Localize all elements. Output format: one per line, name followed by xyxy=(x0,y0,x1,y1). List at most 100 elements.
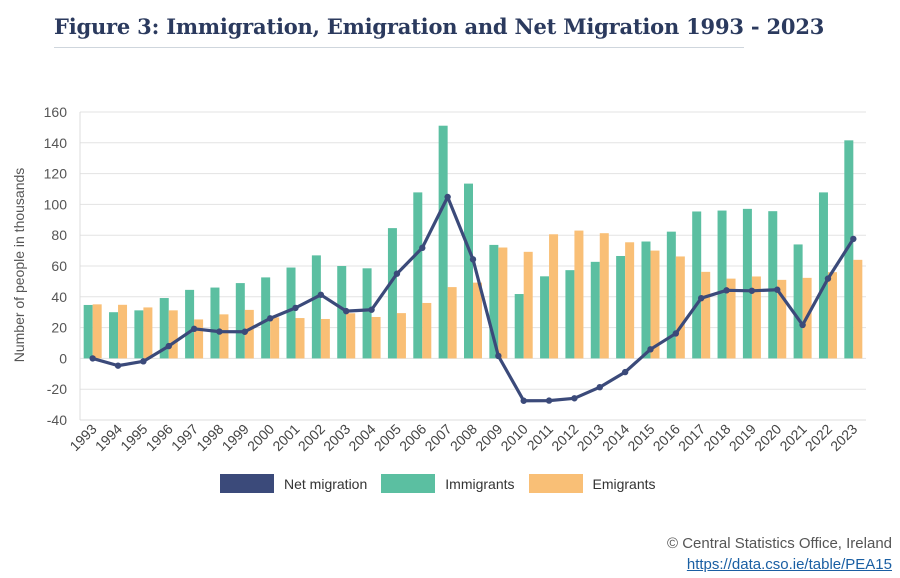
bar-emigrants-2022[interactable] xyxy=(827,272,837,359)
net-migration-point-1996[interactable] xyxy=(165,342,172,350)
bar-emigrants-2001[interactable] xyxy=(295,318,305,359)
bar-immigrants-2019[interactable] xyxy=(742,208,752,359)
net-migration-point-2000[interactable] xyxy=(266,315,274,322)
bar-immigrants-2022[interactable] xyxy=(818,192,828,359)
bar-immigrants-2017[interactable] xyxy=(692,211,702,359)
bar-emigrants-1996[interactable] xyxy=(168,310,178,359)
net-migration-point-2006[interactable] xyxy=(419,244,426,252)
legend-item-immigrants[interactable]: Immigrants xyxy=(381,474,515,493)
net-migration-point-2008[interactable] xyxy=(469,256,477,263)
bar-emigrants-1993[interactable] xyxy=(92,304,102,359)
bar-immigrants-2014[interactable] xyxy=(616,255,626,359)
bar-emigrants-2019[interactable] xyxy=(751,276,761,359)
bar-emigrants-1999[interactable] xyxy=(244,309,254,359)
net-migration-point-1997[interactable] xyxy=(190,325,198,333)
bar-immigrants-2000[interactable] xyxy=(261,277,271,359)
bar-immigrants-2003[interactable] xyxy=(337,266,347,359)
net-migration-point-2005[interactable] xyxy=(393,270,401,277)
net-migration-point-2022[interactable] xyxy=(824,275,832,282)
net-migration-point-2021[interactable] xyxy=(799,321,806,329)
bar-immigrants-2005[interactable] xyxy=(387,228,397,359)
bar-immigrants-2020[interactable] xyxy=(768,211,778,359)
net-migration-point-1998[interactable] xyxy=(216,328,223,335)
bar-emigrants-1994[interactable] xyxy=(118,304,128,359)
net-migration-point-2010[interactable] xyxy=(520,397,527,404)
bar-emigrants-2008[interactable] xyxy=(473,282,482,359)
bar-immigrants-2016[interactable] xyxy=(666,231,676,359)
legend-item-net-migration[interactable]: Net migration xyxy=(220,474,367,493)
bar-immigrants-2006[interactable] xyxy=(413,192,423,359)
net-migration-point-2019[interactable] xyxy=(748,287,756,294)
net-migration-point-1999[interactable] xyxy=(241,328,249,335)
net-migration-point-2004[interactable] xyxy=(368,306,375,313)
y-tick-label: 100 xyxy=(44,196,68,212)
net-migration-point-2012[interactable] xyxy=(571,395,578,402)
bar-emigrants-2018[interactable] xyxy=(726,278,736,359)
bar-emigrants-2003[interactable] xyxy=(346,313,356,359)
bar-immigrants-1993[interactable] xyxy=(83,304,93,359)
net-migration-point-2013[interactable] xyxy=(596,383,603,391)
bar-emigrants-2004[interactable] xyxy=(371,316,381,359)
net-migration-point-1994[interactable] xyxy=(114,362,122,369)
bar-emigrants-2000[interactable] xyxy=(270,317,280,359)
net-migration-point-1993[interactable] xyxy=(89,355,96,362)
bar-emigrants-2006[interactable] xyxy=(422,302,432,359)
bar-immigrants-1994[interactable] xyxy=(109,312,119,359)
bar-immigrants-2015[interactable] xyxy=(641,241,651,359)
bar-immigrants-2018[interactable] xyxy=(717,210,727,359)
net-migration-point-2011[interactable] xyxy=(545,397,553,404)
bar-immigrants-1995[interactable] xyxy=(134,310,144,359)
bar-immigrants-1997[interactable] xyxy=(185,289,195,359)
bar-emigrants-2007[interactable] xyxy=(447,287,457,359)
bar-emigrants-2011[interactable] xyxy=(549,234,559,359)
net-migration-point-1995[interactable] xyxy=(140,358,147,365)
net-migration-point-2009[interactable] xyxy=(495,352,502,360)
x-tick-labels: 1993199419951996199719981999200020012002… xyxy=(66,421,860,454)
legend-item-emigrants[interactable]: Emigrants xyxy=(528,474,656,493)
net-migration-point-2020[interactable] xyxy=(774,286,781,293)
bar-immigrants-2021[interactable] xyxy=(793,244,803,359)
bar-emigrants-2015[interactable] xyxy=(650,250,660,359)
bar-immigrants-2001[interactable] xyxy=(286,267,296,359)
bar-emigrants-2013[interactable] xyxy=(599,233,609,359)
bar-immigrants-2004[interactable] xyxy=(362,268,372,359)
bar-immigrants-2010[interactable] xyxy=(514,294,524,359)
bar-immigrants-2023[interactable] xyxy=(844,140,854,359)
bar-immigrants-1999[interactable] xyxy=(235,283,245,359)
bar-immigrants-1998[interactable] xyxy=(210,287,220,359)
bar-emigrants-2010[interactable] xyxy=(523,251,533,359)
bar-emigrants-2009[interactable] xyxy=(498,247,508,359)
bar-emigrants-2005[interactable] xyxy=(396,313,406,359)
bar-immigrants-2009[interactable] xyxy=(489,244,499,359)
bar-emigrants-1998[interactable] xyxy=(219,314,229,359)
bar-emigrants-2017[interactable] xyxy=(701,271,711,359)
bar-immigrants-2002[interactable] xyxy=(311,255,321,359)
bar-immigrants-2007[interactable] xyxy=(438,125,448,359)
bar-immigrants-2013[interactable] xyxy=(590,261,600,359)
net-migration-point-2023[interactable] xyxy=(850,235,857,243)
x-tick-label: 2000 xyxy=(244,421,277,454)
bar-immigrants-2011[interactable] xyxy=(540,276,550,359)
net-migration-point-2016[interactable] xyxy=(672,330,680,337)
net-migration-point-2002[interactable] xyxy=(317,291,325,298)
bar-emigrants-2012[interactable] xyxy=(574,230,584,359)
net-migration-point-2018[interactable] xyxy=(723,287,730,294)
source-link[interactable]: https://data.cso.ie/table/PEA15 xyxy=(686,556,892,573)
net-migration-point-2001[interactable] xyxy=(292,304,299,312)
net-migration-point-2003[interactable] xyxy=(343,307,350,315)
bar-emigrants-2020[interactable] xyxy=(777,279,787,359)
bar-emigrants-2016[interactable] xyxy=(675,256,685,359)
bar-immigrants-1996[interactable] xyxy=(159,298,169,359)
net-migration-point-2007[interactable] xyxy=(444,193,451,201)
x-tick-label: 2002 xyxy=(295,421,328,454)
bar-emigrants-2002[interactable] xyxy=(320,318,330,359)
net-migration-point-2014[interactable] xyxy=(621,368,629,376)
bar-emigrants-1997[interactable] xyxy=(194,319,204,359)
bar-emigrants-2014[interactable] xyxy=(625,242,635,359)
bar-emigrants-2023[interactable] xyxy=(853,259,863,359)
bar-immigrants-2012[interactable] xyxy=(565,270,575,359)
net-migration-point-2015[interactable] xyxy=(647,346,654,353)
bar-emigrants-1995[interactable] xyxy=(143,307,153,359)
net-migration-point-2017[interactable] xyxy=(697,294,705,302)
bar-immigrants-2008[interactable] xyxy=(464,183,473,359)
